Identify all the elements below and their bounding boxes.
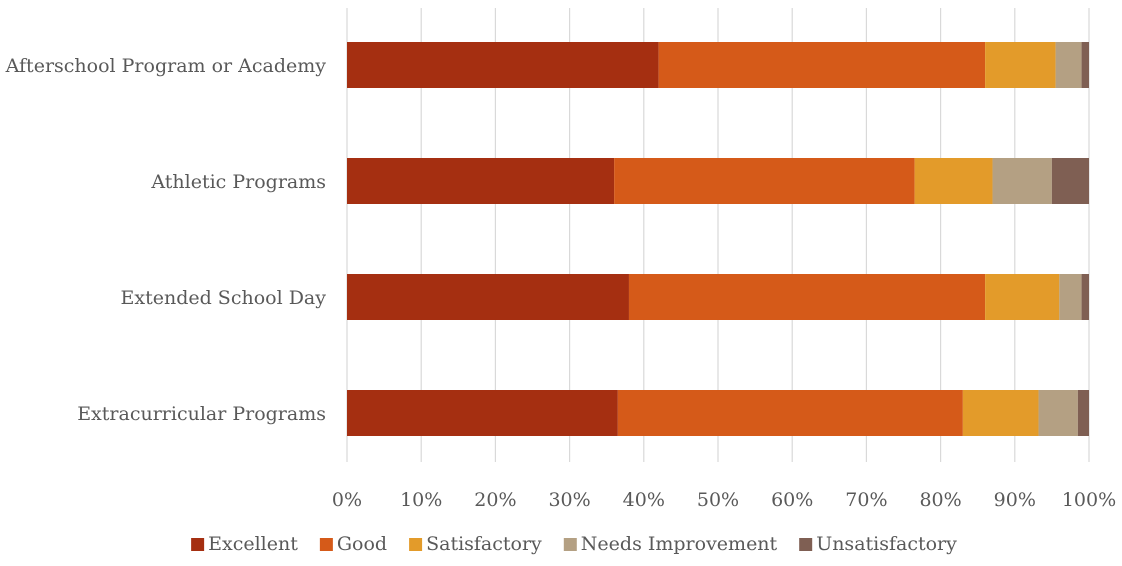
x-tick-label: 20% xyxy=(474,489,516,511)
x-tick-label: 10% xyxy=(400,489,442,511)
bar-segment xyxy=(617,390,963,436)
legend-swatch xyxy=(319,538,333,551)
legend-label: Good xyxy=(337,533,387,555)
bar-segment xyxy=(1077,390,1089,436)
x-tick-label: 40% xyxy=(623,489,665,511)
bar-segment xyxy=(628,274,986,320)
bar-segment xyxy=(985,274,1060,320)
legend-item: Good xyxy=(319,533,387,555)
x-tick-label: 100% xyxy=(1062,489,1116,511)
category-label: Afterschool Program or Academy xyxy=(5,55,327,77)
legend-swatch xyxy=(799,538,813,551)
bar-segment xyxy=(347,274,629,320)
bar-segment xyxy=(1051,158,1089,204)
bar-segment xyxy=(1081,274,1089,320)
category-label: Extended School Day xyxy=(121,287,327,309)
x-tick-label: 70% xyxy=(845,489,887,511)
legend-item: Satisfactory xyxy=(409,533,542,555)
legend-swatch xyxy=(563,538,577,551)
legend-label: Needs Improvement xyxy=(581,533,778,555)
x-tick-label: 60% xyxy=(771,489,813,511)
bar-segment xyxy=(962,390,1039,436)
x-tick-label: 50% xyxy=(697,489,739,511)
bar-segment xyxy=(914,158,993,204)
x-axis-tick-labels: 0% 10% 20% 30% 40% 50% 60% 70% 80% 90% 100% xyxy=(332,489,1116,511)
legend-item: Unsatisfactory xyxy=(799,533,957,555)
legend-label: Excellent xyxy=(208,533,298,555)
bar-segment xyxy=(347,158,615,204)
x-tick-label: 30% xyxy=(548,489,590,511)
x-tick-label: 80% xyxy=(919,489,961,511)
legend-swatch xyxy=(191,538,205,551)
legend-label: Unsatisfactory xyxy=(816,533,957,555)
bar-segment xyxy=(985,42,1056,88)
legend-item: Excellent xyxy=(191,533,298,555)
bars xyxy=(347,42,1089,436)
bar-segment xyxy=(614,158,915,204)
legend-item: Needs Improvement xyxy=(563,533,778,555)
legend-items: Excellent Good Satisfactory Needs Improveme… xyxy=(191,533,957,555)
legend-label: Satisfactory xyxy=(426,533,542,555)
category-label: Extracurricular Programs xyxy=(77,403,326,425)
bar-segment xyxy=(347,42,659,88)
legend: Excellent Good Satisfactory Needs Improveme… xyxy=(191,533,957,555)
x-tick-label: 0% xyxy=(332,489,362,511)
bar-segment xyxy=(1055,42,1082,88)
bar-segment xyxy=(658,42,986,88)
bar-segment xyxy=(1038,390,1078,436)
legend-swatch xyxy=(409,538,423,551)
category-label: Athletic Programs xyxy=(150,171,326,193)
bar-segment xyxy=(1059,274,1082,320)
bar-segment xyxy=(347,390,618,436)
bar-segment xyxy=(1081,42,1089,88)
x-tick-label: 90% xyxy=(994,489,1036,511)
category-labels: Afterschool Program or Academy Athletic P… xyxy=(5,55,327,425)
bar-segment xyxy=(992,158,1052,204)
